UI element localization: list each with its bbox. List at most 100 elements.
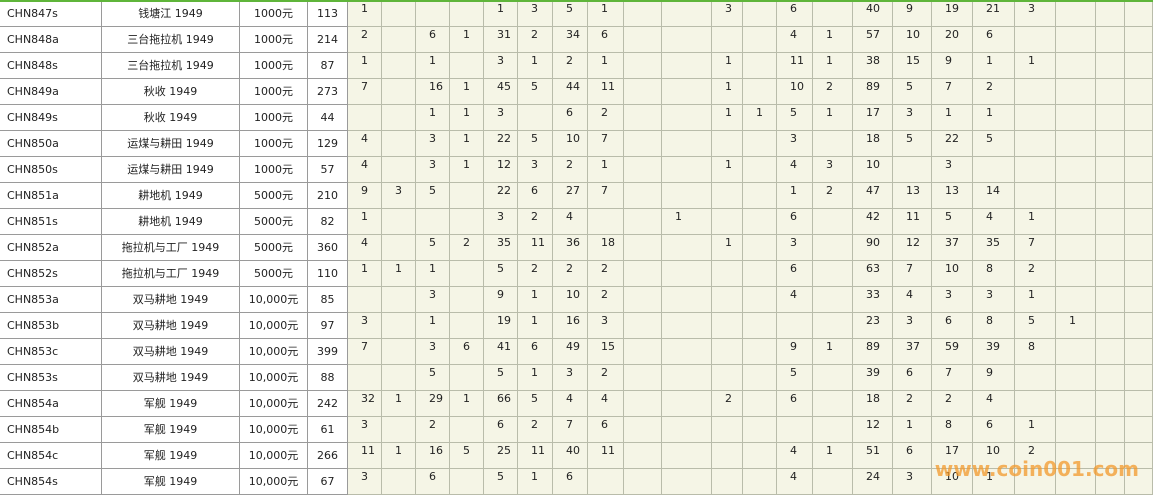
count-cell: 37 xyxy=(932,235,973,261)
count-cell: 2 xyxy=(553,261,588,287)
count-cell: 8 xyxy=(973,313,1015,339)
count-cell: 2 xyxy=(1015,443,1056,469)
count-cell: 5 xyxy=(1015,313,1056,339)
count-cell: 10 xyxy=(932,469,973,495)
count-cell: 5 xyxy=(416,183,450,209)
count-cell xyxy=(712,287,743,313)
count-cell xyxy=(1096,105,1125,131)
row-id: CHN852a xyxy=(0,235,102,261)
count-cell: 10 xyxy=(973,443,1015,469)
count-cell: 25 xyxy=(484,443,518,469)
count-cell: 63 xyxy=(853,261,893,287)
row-total: 88 xyxy=(308,365,348,391)
row-id: CHN854c xyxy=(0,443,102,469)
count-cell: 29 xyxy=(416,391,450,417)
count-cell xyxy=(1125,105,1153,131)
count-cell xyxy=(624,105,662,131)
count-cell: 3 xyxy=(973,287,1015,313)
count-cell: 7 xyxy=(348,339,382,365)
count-cell: 2 xyxy=(932,391,973,417)
count-cell xyxy=(1125,339,1153,365)
count-cell: 2 xyxy=(813,183,853,209)
row-id: CHN850s xyxy=(0,157,102,183)
count-cell xyxy=(1125,53,1153,79)
count-cell xyxy=(1125,391,1153,417)
count-cell: 41 xyxy=(484,339,518,365)
count-cell xyxy=(662,469,712,495)
watermark: www.coin001.com xyxy=(934,457,1139,481)
count-cell: 2 xyxy=(893,391,932,417)
count-cell xyxy=(624,27,662,53)
row-name: 耕地机 1949 xyxy=(102,209,240,235)
count-cell xyxy=(1125,287,1153,313)
count-cell xyxy=(382,365,416,391)
count-cell: 3 xyxy=(588,313,624,339)
count-cell: 1 xyxy=(450,27,484,53)
count-cell xyxy=(1056,183,1096,209)
count-cell xyxy=(1015,469,1056,495)
count-cell: 9 xyxy=(893,2,932,27)
count-cell xyxy=(743,391,777,417)
count-cell xyxy=(1096,417,1125,443)
count-cell xyxy=(450,2,484,27)
count-cell xyxy=(712,417,743,443)
row-id: CHN847s xyxy=(0,2,102,27)
count-cell: 7 xyxy=(553,417,588,443)
count-cell xyxy=(662,339,712,365)
count-cell xyxy=(382,105,416,131)
count-cell xyxy=(743,79,777,105)
count-cell xyxy=(712,261,743,287)
row-id: CHN853c xyxy=(0,339,102,365)
row-denomination: 10,000元 xyxy=(240,443,308,469)
count-cell: 2 xyxy=(553,157,588,183)
row-id: CHN854a xyxy=(0,391,102,417)
count-cell: 3 xyxy=(484,53,518,79)
count-cell xyxy=(382,339,416,365)
count-cell xyxy=(1056,131,1096,157)
count-cell: 5 xyxy=(553,2,588,27)
count-cell xyxy=(743,417,777,443)
count-cell xyxy=(1056,469,1096,495)
count-cell: 3 xyxy=(777,131,813,157)
count-cell xyxy=(624,183,662,209)
count-cell: 32 xyxy=(348,391,382,417)
count-cell xyxy=(662,105,712,131)
count-cell: 2 xyxy=(973,79,1015,105)
count-cell xyxy=(662,391,712,417)
count-cell: 3 xyxy=(518,157,553,183)
row-name: 拖拉机与工厂 1949 xyxy=(102,261,240,287)
row-name: 双马耕地 1949 xyxy=(102,365,240,391)
count-cell xyxy=(662,287,712,313)
count-cell xyxy=(1125,313,1153,339)
count-cell: 3 xyxy=(416,131,450,157)
count-cell xyxy=(1096,53,1125,79)
count-cell: 11 xyxy=(893,209,932,235)
count-cell: 4 xyxy=(348,235,382,261)
count-cell: 11 xyxy=(777,53,813,79)
count-cell xyxy=(813,469,853,495)
count-cell: 8 xyxy=(932,417,973,443)
row-denomination: 10,000元 xyxy=(240,365,308,391)
count-cell xyxy=(743,443,777,469)
count-cell xyxy=(1096,443,1125,469)
count-cell: 3 xyxy=(893,313,932,339)
count-cell: 3 xyxy=(416,287,450,313)
count-cell: 6 xyxy=(777,209,813,235)
count-cell: 7 xyxy=(932,365,973,391)
row-id: CHN853b xyxy=(0,313,102,339)
count-cell: 1 xyxy=(588,2,624,27)
count-cell xyxy=(777,313,813,339)
count-cell: 6 xyxy=(777,261,813,287)
count-cell: 2 xyxy=(588,261,624,287)
count-cell: 5 xyxy=(893,131,932,157)
count-cell xyxy=(588,469,624,495)
count-cell xyxy=(624,365,662,391)
count-cell xyxy=(1015,79,1056,105)
count-cell xyxy=(1096,183,1125,209)
count-cell: 10 xyxy=(553,131,588,157)
count-cell: 16 xyxy=(553,313,588,339)
count-cell: 13 xyxy=(932,183,973,209)
row-name: 运煤与耕田 1949 xyxy=(102,157,240,183)
count-cell: 33 xyxy=(853,287,893,313)
count-cell xyxy=(624,235,662,261)
